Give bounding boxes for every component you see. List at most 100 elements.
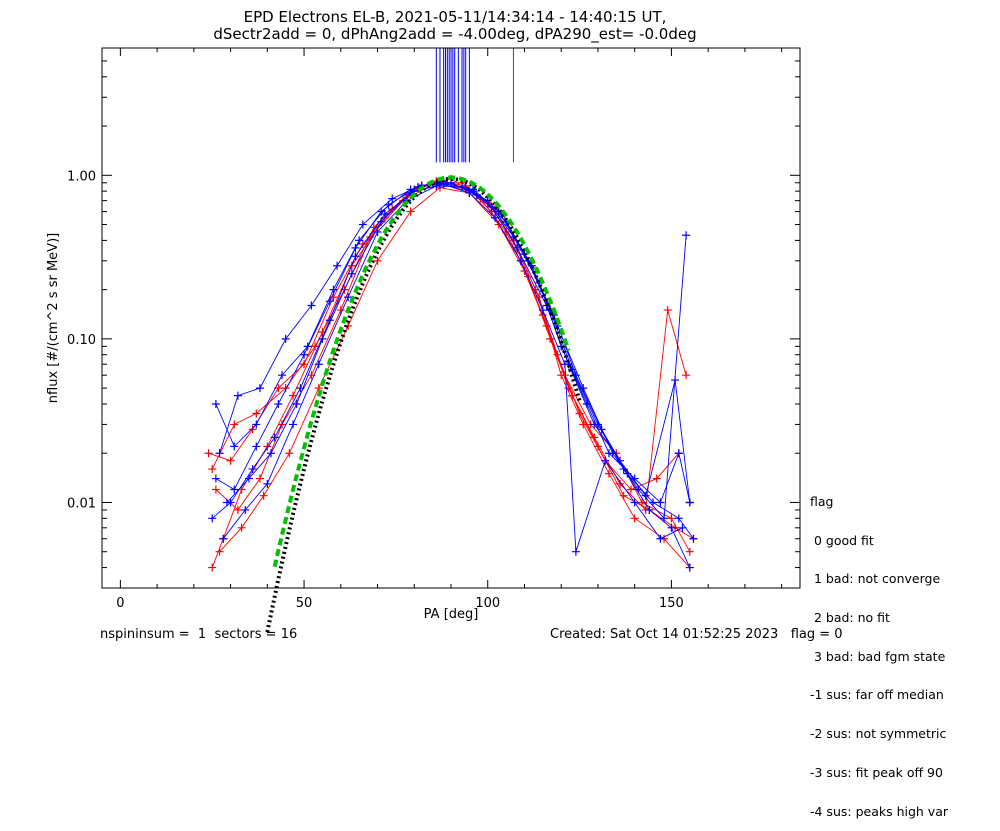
data-point (619, 465, 628, 474)
data-point (568, 365, 577, 374)
data-point (373, 256, 382, 265)
data-point (215, 449, 224, 458)
data-point (435, 180, 444, 189)
series-line (226, 183, 691, 568)
data-point (406, 207, 415, 216)
data-point (667, 514, 676, 523)
data-point (311, 342, 320, 351)
data-point (601, 456, 610, 465)
data-point (289, 391, 298, 400)
data-point (244, 474, 253, 483)
data-point (685, 547, 694, 556)
series-line (219, 182, 687, 520)
data-point (230, 442, 239, 451)
data-point (652, 474, 661, 483)
data-point (230, 420, 239, 429)
data-point (682, 371, 691, 380)
series-line (215, 182, 691, 503)
x-tick-label: 50 (296, 596, 313, 611)
data-point (674, 514, 683, 523)
legend-item: 2 bad: no fit (810, 609, 890, 625)
footer-spin-info: nspininsum = 1 sectors = 16 (100, 627, 298, 642)
legend-item: -4 sus: peaks high var (810, 803, 949, 819)
data-point (241, 505, 250, 514)
data-point (285, 449, 294, 458)
data-point (656, 498, 665, 507)
data-point (604, 449, 613, 458)
chart-figure: EPD Electrons EL-B, 2021-05-11/14:34:14 … (46, 8, 801, 633)
data-point (211, 474, 220, 483)
y-tick-label: 0.01 (67, 496, 96, 511)
data-point (685, 563, 694, 572)
data-point (270, 433, 279, 442)
series-line (211, 180, 691, 552)
data-point (230, 485, 239, 494)
data-point (259, 491, 268, 500)
data-point (215, 547, 224, 556)
plot-area (204, 48, 698, 633)
data-point (292, 399, 301, 408)
data-point (388, 194, 397, 203)
chart-title: EPD Electrons EL-B, 2021-05-11/14:34:14 … (244, 8, 667, 26)
data-point (252, 420, 261, 429)
data-point (641, 491, 650, 500)
data-point (663, 306, 672, 315)
data-point (347, 269, 356, 278)
flag-legend: flag 0 good fit 1 bad: not converge 2 ba… (810, 470, 948, 831)
data-point (307, 301, 316, 310)
chart-subtitle: dSectr2add = 0, dPhAng2add = -4.00deg, d… (213, 25, 696, 44)
data-point (358, 220, 367, 229)
y-tick-label: 1.00 (67, 169, 96, 184)
data-point (351, 243, 360, 252)
data-point (325, 297, 334, 306)
legend-item: 3 bad: bad fgm state (810, 648, 946, 664)
x-axis-label: PA [deg] (424, 607, 479, 622)
data-point (358, 240, 367, 249)
data-point (278, 420, 287, 429)
data-point (255, 384, 264, 393)
x-tick-label: 100 (475, 596, 500, 611)
data-point (248, 425, 257, 434)
data-point (538, 306, 547, 315)
series-line (215, 182, 680, 511)
data-point (627, 485, 636, 494)
x-axis: 0 50 100 150 (116, 48, 783, 611)
data-point (237, 523, 246, 532)
legend-item: 1 bad: not converge (810, 571, 941, 587)
legend-item: -2 sus: not symmetric (810, 726, 947, 742)
data-point (263, 479, 272, 488)
data-point (469, 185, 478, 194)
data-point (593, 420, 602, 429)
data-point (211, 485, 220, 494)
data-point (373, 228, 382, 237)
data-point (682, 231, 691, 240)
data-point (281, 334, 290, 343)
data-point (208, 563, 217, 572)
y-tick-label: 0.10 (67, 333, 96, 348)
data-point (671, 376, 680, 385)
legend-title: flag (810, 493, 834, 509)
y-axis-label: nflux [#/(cm^2 s sr MeV)] (46, 233, 61, 403)
fit-curve (272, 175, 571, 568)
data-point (645, 505, 654, 514)
data-point (660, 514, 669, 523)
data-point (233, 505, 242, 514)
data-point (513, 243, 522, 252)
x-tick-label: 150 (659, 596, 684, 611)
data-point (351, 252, 360, 261)
data-point (377, 207, 386, 216)
data-point (685, 498, 694, 507)
data-point (263, 442, 272, 451)
data-point (630, 498, 639, 507)
data-point (208, 514, 217, 523)
data-point (219, 534, 228, 543)
data-point (289, 420, 298, 429)
data-point (233, 391, 242, 400)
data-point (255, 474, 264, 483)
data-point (222, 498, 231, 507)
data-point (377, 217, 386, 226)
footer-created-info: Created: Sat Oct 14 01:52:25 2023 flag =… (550, 627, 843, 642)
y-axis: 0.01 0.10 1.00 (67, 47, 800, 589)
legend-item: -3 sus: fit peak off 90 (810, 764, 943, 780)
data-point (208, 465, 217, 474)
